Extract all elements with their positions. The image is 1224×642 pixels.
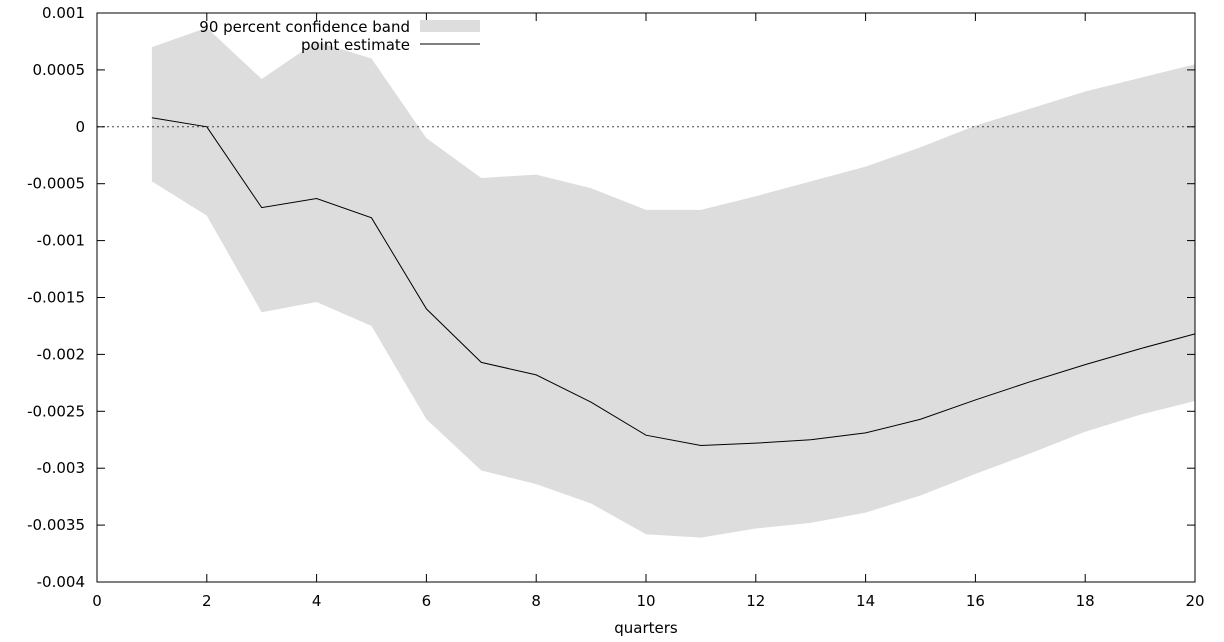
y-tick-label: -0.001	[37, 232, 85, 250]
x-tick-label: 0	[92, 592, 102, 610]
confidence-band-area	[151, 27, 1195, 538]
x-tick-label: 4	[312, 592, 322, 610]
x-tick-label: 8	[531, 592, 541, 610]
y-tick-label: -0.004	[37, 573, 85, 591]
x-tick-label: 6	[422, 592, 432, 610]
x-tick-label: 12	[746, 592, 765, 610]
y-tick-label: -0.0035	[27, 516, 85, 534]
legend-swatch-confidence-band	[420, 20, 480, 32]
confidence-band-layer	[151, 27, 1195, 538]
y-tick-label: 0	[75, 118, 85, 136]
y-tick-label: -0.003	[37, 459, 85, 477]
ticks-layer: 0 2 4 6 8 10 12 14 16 18 20 0.001 0.0005 0 -0.0005 -0.0…	[27, 4, 1204, 610]
y-tick-label: -0.0005	[27, 175, 85, 193]
series-layer	[151, 117, 1196, 446]
legend-label-point-estimate: point estimate	[301, 36, 410, 54]
y-tick-label: 0.001	[42, 4, 85, 22]
x-tick-label: 18	[1076, 592, 1095, 610]
x-tick-label: 16	[966, 592, 985, 610]
x-tick-label: 2	[202, 592, 212, 610]
y-tick-label: -0.0015	[27, 289, 85, 307]
y-tick-label: -0.0025	[27, 402, 85, 420]
legend-label-confidence-band: 90 percent confidence band	[199, 18, 410, 36]
x-tick-label: 14	[856, 592, 875, 610]
y-tick-label: -0.002	[37, 345, 85, 363]
series-line-point-estimate	[151, 117, 1196, 446]
y-tick-label: 0.0005	[33, 61, 86, 79]
x-tick-label: 10	[636, 592, 655, 610]
x-axis-title: quarters	[614, 619, 678, 637]
x-tick-label: 20	[1185, 592, 1204, 610]
